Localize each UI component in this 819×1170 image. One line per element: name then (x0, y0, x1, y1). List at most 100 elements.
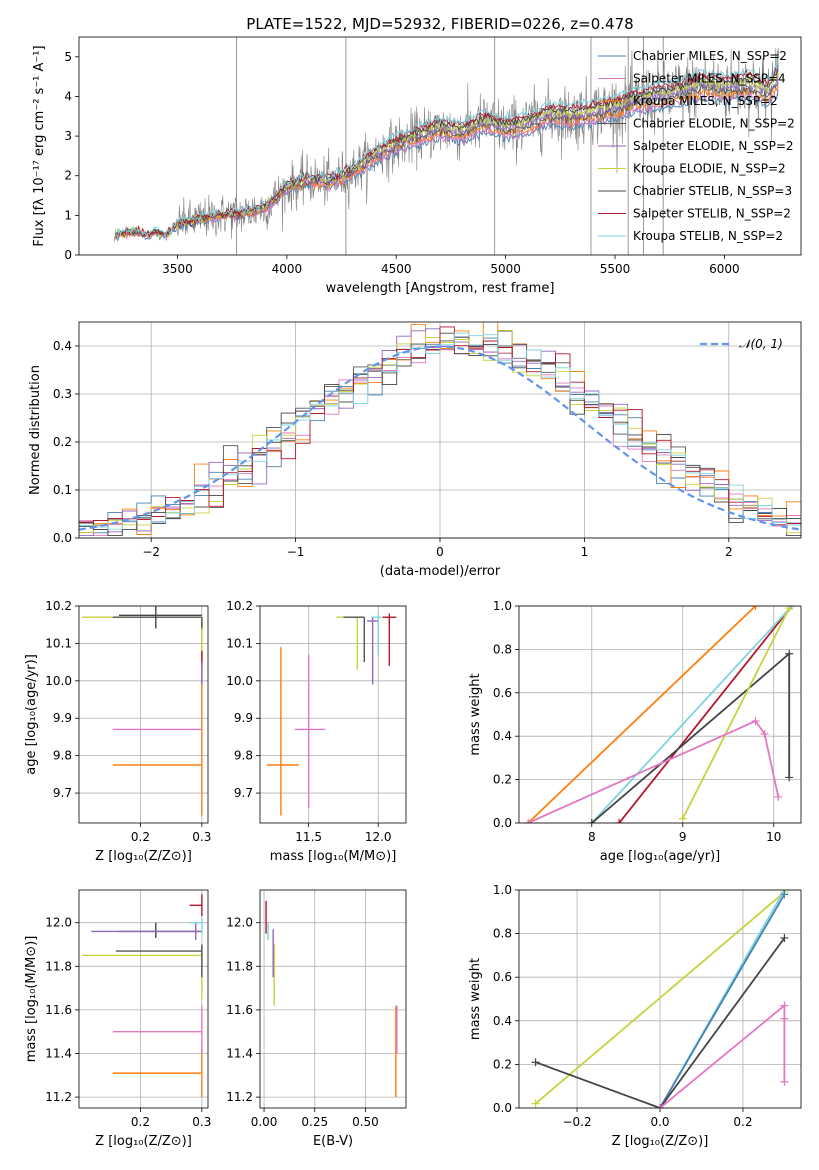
series-marker (780, 933, 789, 942)
y-tick-label: 0.2 (493, 1057, 512, 1071)
series-marker (785, 773, 794, 782)
plot-area (266, 613, 397, 816)
panel-spectrum: Chabrier MILES, N_SSP=2 Salpeter MILES, N… (32, 36, 802, 296)
series-line (527, 719, 780, 823)
x-tick-label: 0.2 (733, 1115, 752, 1129)
series-marker (785, 606, 794, 613)
series-marker (780, 1014, 789, 1023)
legend-label: Chabrier MILES, N_SSP=2 (633, 49, 787, 63)
series-line (618, 606, 793, 823)
axes-frame (259, 605, 407, 824)
x-tick-label: 11.5 (295, 830, 322, 844)
panel-age-vs-metallicity: 0.2 0.3 9.7 9.8 9.9 10.0 10.1 10.2 Z [log₁₀(Z/Z⊙… (24, 599, 211, 864)
legend-label: Chabrier STELIB, N_SSP=3 (633, 184, 792, 198)
y-tick-label: 10.0 (45, 674, 72, 688)
panel-mass-weight-vs-age: 8 9 10 0.0 0.2 0.4 0.6 0.8 1.0 age [log₁₀(age/yr)… (468, 599, 802, 864)
model-line-kroupa-stelib (114, 59, 779, 238)
y-tick-label: 11.2 (45, 1090, 72, 1104)
series-marker (678, 814, 687, 823)
y-tick-label: 11.2 (226, 1090, 253, 1104)
x-axis-label: Z [log₁₀(Z/Z⊙)] (612, 1134, 709, 1149)
legend-label: Kroupa ELODIE, N_SSP=2 (633, 162, 786, 176)
y-tick-label: 9.8 (234, 749, 253, 763)
x-tick-label: 1 (581, 545, 589, 559)
x-tick-label: 0.50 (352, 1115, 379, 1129)
y-tick-label: 1.0 (493, 599, 512, 613)
y-tick-label: 0.6 (493, 970, 512, 984)
legend-label: Kroupa STELIB, N_SSP=2 (633, 229, 783, 243)
axes-frame (78, 36, 802, 256)
histogram-salpeter-stelib (79, 326, 801, 526)
plot-area (82, 606, 203, 816)
x-tick-label: 0.00 (251, 1115, 278, 1129)
series-line (591, 651, 791, 823)
y-tick-label: 9.7 (234, 786, 253, 800)
x-tick-label: 6000 (709, 262, 740, 276)
y-axis-label: mass weight (468, 958, 483, 1040)
x-tick-label: 12.0 (365, 830, 392, 844)
series-line (527, 606, 757, 823)
panel-mass-vs-ebv: 0.00 0.25 0.50 11.2 11.4 11.6 11.8 12.0 E(B-V) (226, 889, 407, 1149)
x-tick-label: 4000 (272, 262, 303, 276)
series-line (681, 607, 791, 820)
y-tick-label: 3 (64, 129, 72, 143)
x-tick-label: 0.2 (131, 1115, 150, 1129)
series-marker (615, 819, 624, 823)
x-tick-label: 8 (588, 830, 596, 844)
x-tick-label: −1 (287, 545, 305, 559)
series-line (591, 606, 793, 823)
y-tick-label: 0.6 (493, 686, 512, 700)
y-tick-label: 0.1 (53, 483, 72, 497)
y-tick-label: 1.0 (493, 883, 512, 897)
y-tick-label: 1 (64, 208, 72, 222)
x-tick-label: 0.3 (192, 830, 211, 844)
y-tick-label: 0.8 (493, 927, 512, 941)
y-tick-label: 10.0 (226, 674, 253, 688)
x-axis-label: Z [log₁₀(Z/Z⊙)] (95, 1134, 192, 1149)
plot-area (524, 606, 796, 823)
y-tick-label: 0.0 (493, 816, 512, 830)
y-tick-label: 9.7 (53, 786, 72, 800)
plot-area (79, 322, 801, 537)
y-tick-label: 10.1 (226, 636, 253, 650)
x-axis-label: mass [log₁₀(M/M⊙)] (270, 849, 397, 864)
y-tick-label: 10.1 (45, 636, 72, 650)
y-axis-label: age [log₁₀(age/yr)] (24, 654, 39, 775)
y-tick-label: 0 (64, 248, 72, 262)
model-line-salpeter-stelib (114, 65, 779, 239)
y-tick-label: 5 (64, 50, 72, 64)
series-marker (524, 819, 533, 823)
series-line (659, 1003, 786, 1108)
x-tick-label: 9 (679, 830, 687, 844)
axes-frame (78, 605, 209, 824)
y-tick-label: 0.0 (53, 531, 72, 545)
x-tick-label: 0 (436, 545, 444, 559)
axes-frame (259, 889, 407, 1109)
y-tick-label: 9.9 (53, 711, 72, 725)
y-tick-label: 9.9 (234, 711, 253, 725)
series-marker (531, 1058, 540, 1067)
y-tick-label: 0.0 (493, 1101, 512, 1115)
legend-label: 𝒩(0, 1) (739, 337, 783, 351)
y-tick-label: 11.4 (45, 1047, 72, 1061)
series-marker (751, 717, 760, 726)
y-tick-label: 11.6 (226, 1003, 253, 1017)
series-marker (780, 1077, 789, 1086)
y-tick-label: 0.4 (53, 339, 72, 353)
y-tick-label: 11.4 (226, 1047, 253, 1061)
y-tick-label: 4 (64, 89, 72, 103)
x-tick-label: 0.25 (301, 1115, 328, 1129)
legend-label: Chabrier ELODIE, N_SSP=2 (633, 117, 795, 131)
legend-label: Salpeter ELODIE, N_SSP=2 (633, 139, 794, 153)
legend-label: Salpeter MILES, N_SSP=4 (633, 72, 786, 86)
x-axis-label: Z [log₁₀(Z/Z⊙)] (95, 849, 192, 864)
series-line (659, 893, 786, 1108)
model-line-salpeter-elodie (115, 79, 779, 239)
y-axis-label: Flux [fλ 10⁻¹⁷ erg cm⁻² s⁻¹ A⁻¹] (32, 45, 47, 246)
legend-label: Kroupa MILES, N_SSP=2 (633, 94, 778, 108)
panel-age-vs-mass: 11.5 12.0 9.7 9.8 9.9 10.0 10.1 10.2 mass [log₁₀… (226, 599, 407, 864)
x-tick-label: 2 (725, 545, 733, 559)
series-marker (785, 649, 794, 658)
x-tick-label: 3500 (162, 262, 193, 276)
